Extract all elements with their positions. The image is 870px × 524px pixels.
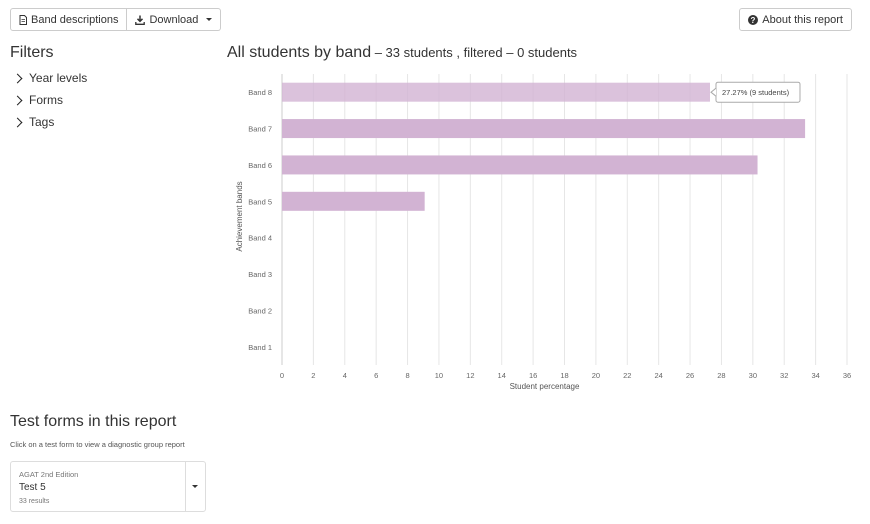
chevron-right-icon [12,95,23,105]
bar [282,82,710,102]
filter-forms[interactable]: Forms [12,93,63,107]
test-name: Test 5 [19,482,46,493]
band-descriptions-button[interactable]: Band descriptions [10,8,128,31]
x-tick-label: 18 [560,371,568,380]
x-tick-label: 16 [529,371,537,380]
x-tick-label: 12 [466,371,474,380]
y-tick-label: Band 5 [248,197,272,206]
x-tick-label: 36 [843,371,851,380]
test-forms-title: Test forms in this report [10,413,177,430]
report-title-main: All students by band [227,44,372,61]
test-results-count: 33 results [19,498,50,505]
download-button[interactable]: Download [127,8,222,31]
caret-down-icon[interactable] [192,485,198,488]
y-tick-label: Band 4 [248,234,272,243]
question-circle-icon: ? [748,14,759,25]
tooltip-pointer [710,87,717,97]
filter-tags[interactable]: Tags [12,115,55,129]
x-tick-label: 0 [280,371,284,380]
x-tick-label: 8 [405,371,409,380]
x-tick-label: 32 [780,371,788,380]
x-tick-label: 26 [686,371,694,380]
chevron-right-icon [12,73,23,83]
test-forms-hint: Click on a test form to view a diagnosti… [10,440,185,449]
bar [282,191,425,211]
y-tick-label: Band 2 [248,306,272,315]
x-tick-label: 24 [654,371,662,380]
filter-label: Tags [29,115,55,129]
filter-label: Year levels [29,71,88,85]
download-icon [135,15,146,25]
tooltip-text: 27.27% (9 students) [722,88,790,97]
x-tick-label: 34 [811,371,819,380]
y-tick-label: Band 7 [248,125,272,134]
filter-label: Forms [29,93,63,107]
test-form-card[interactable]: AGAT 2nd Edition Test 5 33 results [10,461,206,512]
x-axis-title: Student percentage [510,382,580,391]
y-axis-title: Achievement bands [235,181,244,251]
y-tick-label: Band 6 [248,161,272,170]
bar [282,155,758,175]
toolbar-left-group: Band descriptions Download [10,8,222,31]
x-tick-label: 30 [749,371,757,380]
document-icon [19,14,27,25]
test-edition: AGAT 2nd Edition [19,470,79,479]
y-tick-label: Band 1 [248,343,272,352]
x-tick-label: 4 [343,371,347,380]
chevron-right-icon [12,117,23,127]
download-label: Download [149,13,199,26]
x-tick-label: 20 [592,371,600,380]
bar [282,119,806,139]
caret-down-icon [206,18,213,21]
filters-title: Filters [10,44,54,61]
card-divider [185,462,186,511]
x-tick-label: 22 [623,371,631,380]
about-report-label: About this report [762,13,843,26]
y-tick-label: Band 3 [248,270,272,279]
report-title: All students by band – 33 students , fil… [227,44,577,62]
report-title-sub: – 33 students , filtered – 0 students [371,45,578,60]
x-tick-label: 14 [498,371,506,380]
y-tick-label: Band 8 [248,88,272,97]
filter-year-levels[interactable]: Year levels [12,71,88,85]
svg-text:?: ? [751,16,756,25]
x-tick-label: 10 [435,371,443,380]
x-tick-label: 2 [311,371,315,380]
x-tick-label: 6 [374,371,378,380]
band-descriptions-label: Band descriptions [31,13,119,26]
about-report-button[interactable]: ? About this report [739,8,852,31]
x-tick-label: 28 [717,371,725,380]
